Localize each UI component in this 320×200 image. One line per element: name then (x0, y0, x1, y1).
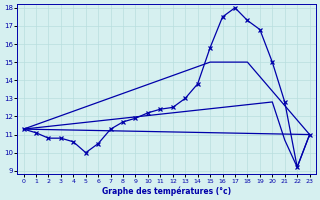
X-axis label: Graphe des températures (°c): Graphe des températures (°c) (102, 186, 231, 196)
